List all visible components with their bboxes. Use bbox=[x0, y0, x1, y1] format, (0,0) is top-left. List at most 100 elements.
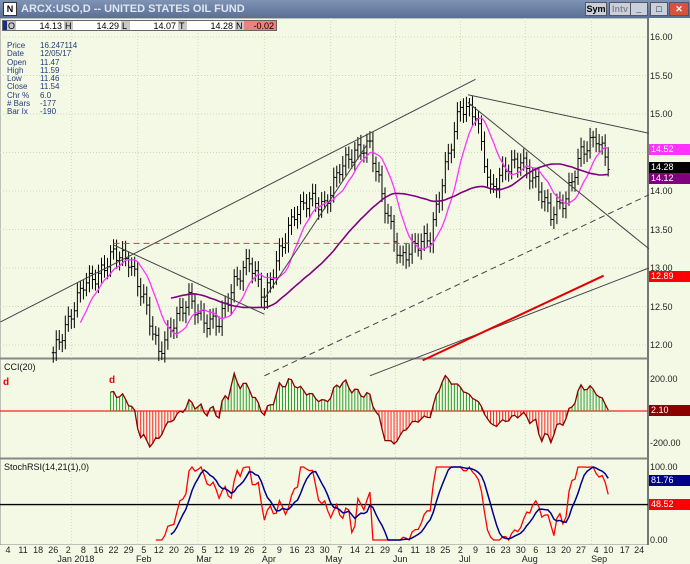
x-month-label: Aug bbox=[521, 554, 538, 564]
x-tick-label: 18 bbox=[33, 545, 44, 555]
info-value: -177 bbox=[40, 99, 57, 109]
x-tick-label: 17 bbox=[619, 545, 630, 555]
price-label-14.52: 14.52 bbox=[649, 144, 690, 155]
app-logo-icon: N bbox=[3, 2, 17, 16]
info-label: Chr % bbox=[7, 90, 30, 100]
x-axis bbox=[0, 545, 690, 564]
info-label: Bar Ix bbox=[7, 107, 28, 117]
stochrsi-tick-label: 0.00 bbox=[650, 535, 668, 545]
stochrsi-line bbox=[155, 465, 609, 542]
cci-tick-label: -200.00 bbox=[650, 438, 681, 448]
x-month-label: Feb bbox=[135, 554, 152, 564]
stochrsi-title: StochRSI(14,21(1),0) bbox=[4, 462, 90, 472]
x-month-label: Jan 2018 bbox=[57, 554, 95, 564]
symbol-button[interactable]: Sym bbox=[585, 2, 607, 16]
info-label: Open bbox=[7, 57, 27, 67]
x-tick-label: 16 bbox=[93, 545, 104, 555]
close-button[interactable]: ✕ bbox=[669, 2, 689, 16]
interval-button[interactable]: Intv bbox=[609, 2, 631, 16]
x-tick-label: 16 bbox=[289, 545, 300, 555]
title-bar: N ARCX:USO,D -- UNITED STATES OIL FUND S… bbox=[0, 0, 690, 18]
cci-annotation: d bbox=[3, 377, 10, 388]
x-tick-label: 30 bbox=[319, 545, 330, 555]
low-key: L bbox=[121, 21, 130, 31]
x-tick-label: 12 bbox=[153, 545, 164, 555]
cci-line bbox=[110, 371, 609, 449]
trend-line bbox=[263, 144, 368, 300]
price-label-12.89: 12.89 bbox=[649, 271, 690, 282]
cci-annotation: d bbox=[109, 375, 116, 386]
info-label: # Bars bbox=[7, 99, 31, 109]
info-value: -190 bbox=[40, 107, 57, 117]
x-tick-label: 12 bbox=[214, 545, 225, 555]
price-tick-label: 12.50 bbox=[650, 301, 673, 312]
window-title: ARCX:USO,D -- UNITED STATES OIL FUND bbox=[21, 3, 245, 15]
high-value: 14.29 bbox=[96, 21, 119, 31]
open-key: O bbox=[7, 21, 16, 31]
x-tick-label: 14 bbox=[349, 545, 360, 555]
price-tick-label: 16.00 bbox=[650, 32, 673, 42]
price-tick-label: 14.00 bbox=[650, 186, 673, 196]
info-value: 11.59 bbox=[40, 65, 60, 75]
x-tick-label: 30 bbox=[515, 545, 526, 555]
x-tick-label: 21 bbox=[364, 545, 375, 555]
net-key: N bbox=[235, 21, 244, 31]
data-window: Price 16.247114 Date 12/05/17 Open 11.47 Hi… bbox=[7, 41, 77, 117]
cci-tick-label: 200.00 bbox=[650, 374, 678, 384]
stochrsi-signal-label: 81.76 bbox=[649, 475, 690, 486]
price-label-14.12: 14.12 bbox=[649, 173, 690, 184]
info-value: 6.0 bbox=[40, 90, 52, 100]
info-label: High bbox=[7, 65, 24, 75]
price-panel bbox=[0, 18, 649, 359]
x-month-label: Mar bbox=[196, 554, 212, 564]
x-month-label: Apr bbox=[261, 554, 276, 564]
x-tick-label: 2 bbox=[261, 545, 267, 555]
stochrsi-label: 48.52 bbox=[649, 499, 690, 510]
info-label: Price bbox=[7, 41, 26, 50]
open-value: 14.13 bbox=[39, 21, 62, 31]
x-tick-label: 11 bbox=[410, 545, 420, 555]
x-month-label: Jul bbox=[459, 554, 471, 564]
x-tick-label: 2 bbox=[457, 545, 463, 555]
x-tick-label: 11 bbox=[18, 545, 28, 555]
x-tick-label: 16 bbox=[485, 545, 496, 555]
price-tick-label: 15.00 bbox=[650, 109, 673, 119]
trend-line bbox=[264, 194, 650, 377]
minimize-button[interactable]: _ bbox=[630, 2, 648, 16]
x-tick-label: 4 bbox=[593, 545, 599, 555]
stochrsi-tick-label: 100.00 bbox=[650, 462, 678, 472]
cci-last-label: 2.10 bbox=[649, 405, 690, 416]
last-value: 14.28 bbox=[210, 21, 233, 31]
trend-line bbox=[0, 78, 476, 323]
x-month-label: Sep bbox=[591, 554, 608, 564]
maximize-button[interactable]: □ bbox=[650, 2, 668, 16]
x-tick-label: 7 bbox=[337, 545, 343, 555]
info-value: 11.54 bbox=[40, 82, 60, 92]
x-tick-label: 9 bbox=[472, 545, 478, 555]
x-tick-label: 23 bbox=[500, 545, 511, 555]
x-tick-label: 25 bbox=[440, 545, 451, 555]
x-tick-label: 26 bbox=[183, 545, 194, 555]
x-tick-label: 4 bbox=[5, 545, 11, 555]
x-tick-label: 2 bbox=[65, 545, 71, 555]
x-tick-label: 29 bbox=[379, 545, 391, 555]
cci-title: CCI(20) bbox=[4, 362, 36, 372]
info-label: Close bbox=[7, 82, 28, 92]
info-label: Low bbox=[7, 74, 22, 84]
chart-canvas[interactable] bbox=[0, 18, 690, 564]
x-tick-label: 20 bbox=[560, 545, 571, 555]
stochrsi-signal-line bbox=[170, 466, 609, 541]
x-month-label: May bbox=[325, 554, 343, 564]
x-tick-label: 27 bbox=[576, 545, 587, 555]
info-value: 11.46 bbox=[40, 74, 60, 84]
x-tick-label: 10 bbox=[603, 545, 614, 555]
info-value: 12/05/17 bbox=[40, 49, 72, 59]
x-tick-label: 13 bbox=[545, 545, 556, 555]
red-trend-line bbox=[422, 274, 605, 362]
net-change-value: -0.02 bbox=[244, 21, 276, 31]
x-tick-label: 18 bbox=[425, 545, 436, 555]
low-value: 14.07 bbox=[153, 21, 176, 31]
ma-long-line bbox=[170, 163, 609, 309]
trend-line bbox=[467, 94, 650, 134]
x-tick-label: 9 bbox=[276, 545, 282, 555]
